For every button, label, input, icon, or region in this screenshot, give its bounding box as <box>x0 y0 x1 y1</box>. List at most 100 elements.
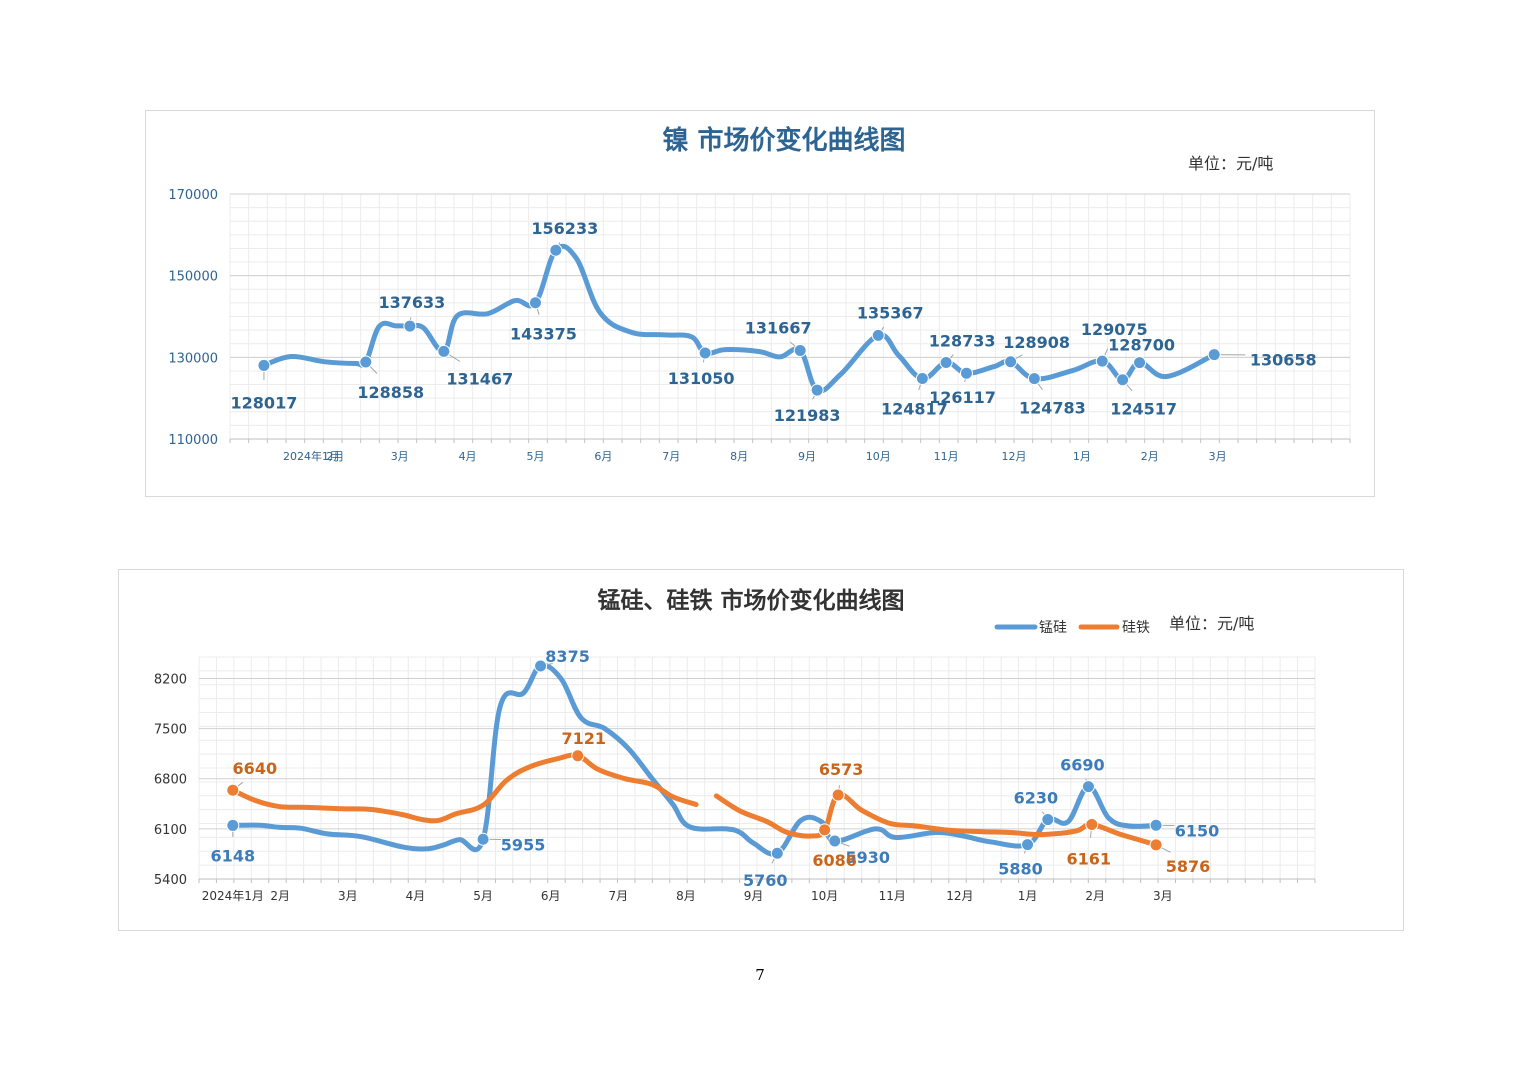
data-point-镍 <box>1133 356 1147 370</box>
data-point-镍 <box>1004 355 1018 369</box>
data-point-锰硅 <box>226 818 240 832</box>
data-label: 121983 <box>774 406 841 425</box>
x-tick-label: 5月 <box>526 450 544 463</box>
data-label: 124783 <box>1019 399 1086 418</box>
data-label: 5955 <box>501 835 546 854</box>
x-tick-label: 8月 <box>730 450 748 463</box>
y-tick-label: 150000 <box>168 270 218 285</box>
data-label: 143375 <box>510 325 577 344</box>
data-label: 128733 <box>929 332 996 351</box>
data-label: 124517 <box>1110 400 1177 419</box>
nickel-chart-panel: 镍 市场价变化曲线图 单位：元/吨 170000 150000 130000 1100… <box>145 110 1375 497</box>
data-point-硅铁 <box>818 823 832 837</box>
y-tick-label: 130000 <box>168 351 218 366</box>
data-point-镍 <box>871 328 885 342</box>
data-point-镍 <box>403 319 417 333</box>
data-point-镍 <box>698 346 712 360</box>
y-tick-label: 8200 <box>154 672 187 687</box>
x-tick-label: 3月 <box>1209 450 1227 463</box>
data-label: 7121 <box>561 729 606 748</box>
y-tick-label: 6800 <box>154 773 187 788</box>
data-point-镍 <box>915 371 929 385</box>
x-tick-label: 12月 <box>946 889 973 903</box>
x-tick-label: 9月 <box>798 450 816 463</box>
x-tick-label: 12月 <box>1002 450 1027 463</box>
x-tick-label: 2月 <box>1085 889 1105 903</box>
x-tick-label: 11月 <box>879 889 906 903</box>
data-label: 137633 <box>378 293 445 312</box>
page-number: 7 <box>755 966 765 984</box>
data-point-镍 <box>959 366 973 380</box>
data-point-镍 <box>793 344 807 358</box>
legend-fesi-label: 硅铁 <box>1122 620 1150 636</box>
data-point-锰硅 <box>1149 818 1163 832</box>
data-point-镍 <box>1207 348 1221 362</box>
x-tick-label: 2024年1月 <box>202 889 264 903</box>
data-label: 128908 <box>1003 333 1070 352</box>
y-tick-label: 170000 <box>168 188 218 203</box>
mnsi-fesi-chart: 锰硅、硅铁 市场价变化曲线图 锰硅 硅铁 单位：元/吨 8200 7500 6800… <box>154 587 1316 903</box>
data-point-镍 <box>1027 372 1041 386</box>
data-point-锰硅 <box>770 846 784 860</box>
data-label: 6230 <box>1014 789 1059 808</box>
x-tick-label: 4月 <box>406 889 426 903</box>
data-point-镍 <box>549 243 563 257</box>
x-tick-label: 1月 <box>1018 889 1038 903</box>
x-tick-label: 6月 <box>594 450 612 463</box>
legend: 锰硅 硅铁 <box>994 620 1150 636</box>
x-tick-label: 11月 <box>934 450 959 463</box>
data-label: 5876 <box>1166 857 1211 876</box>
data-label: 128858 <box>357 383 424 402</box>
mnsi-fesi-unit-label: 单位：元/吨 <box>1169 614 1254 633</box>
y-tick-label: 7500 <box>154 723 187 738</box>
data-label: 130658 <box>1250 351 1317 370</box>
mnsi-fesi-chart-title: 锰硅、硅铁 市场价变化曲线图 <box>597 587 904 614</box>
data-label: 135367 <box>857 303 924 322</box>
data-label: 6640 <box>233 759 278 778</box>
data-label: 5880 <box>998 860 1043 879</box>
data-label: 8375 <box>545 647 590 666</box>
y-tick-label: 6100 <box>154 823 187 838</box>
x-tick-label: 3月 <box>338 889 358 903</box>
data-point-镍 <box>528 296 542 310</box>
x-tick-label: 4月 <box>459 450 477 463</box>
nickel-chart: 镍 市场价变化曲线图 单位：元/吨 170000 150000 130000 1100… <box>168 125 1351 463</box>
x-tick-label: 8月 <box>676 889 696 903</box>
x-tick-label: 3月 <box>391 450 409 463</box>
data-label: 6148 <box>211 846 256 865</box>
data-label: 6573 <box>819 760 864 779</box>
x-tick-label: 2月 <box>326 450 344 463</box>
data-point-镍 <box>1116 373 1130 387</box>
x-tick-label: 2024年1月 <box>283 449 340 463</box>
data-point-锰硅 <box>1041 813 1055 827</box>
x-tick-label: 7月 <box>662 450 680 463</box>
x-tick-label: 2月 <box>1141 450 1159 463</box>
data-label: 126117 <box>929 388 996 407</box>
mnsi-fesi-chart-panel: 锰硅、硅铁 市场价变化曲线图 锰硅 硅铁 单位：元/吨 8200 7500 6800… <box>118 569 1404 931</box>
data-label: 6161 <box>1067 850 1112 869</box>
data-point-镍 <box>1095 354 1109 368</box>
x-tick-label: 3月 <box>1153 889 1173 903</box>
x-tick-label: 1月 <box>1073 450 1091 463</box>
data-point-锰硅 <box>534 659 548 673</box>
data-label: 128700 <box>1108 336 1175 355</box>
data-label: 124817 <box>881 399 948 418</box>
y-tick-label: 110000 <box>168 433 218 448</box>
x-tick-label: 9月 <box>744 889 764 903</box>
data-label: 6690 <box>1060 756 1105 775</box>
data-point-镍 <box>810 383 824 397</box>
data-label: 131467 <box>446 369 513 388</box>
data-label: 5760 <box>743 871 788 890</box>
y-tick-label: 5400 <box>154 873 187 888</box>
x-tick-label: 10月 <box>866 450 891 463</box>
data-point-硅铁 <box>571 749 585 763</box>
data-label: 156233 <box>531 219 598 238</box>
data-point-硅铁 <box>831 788 845 802</box>
legend-mnsi-label: 锰硅 <box>1039 620 1067 636</box>
series-line-镍 <box>261 243 1217 394</box>
data-point-镍 <box>437 344 451 358</box>
data-point-镍 <box>359 355 373 369</box>
data-point-硅铁 <box>1149 838 1163 852</box>
data-label: 6150 <box>1175 821 1220 840</box>
data-label: 131667 <box>745 319 812 338</box>
